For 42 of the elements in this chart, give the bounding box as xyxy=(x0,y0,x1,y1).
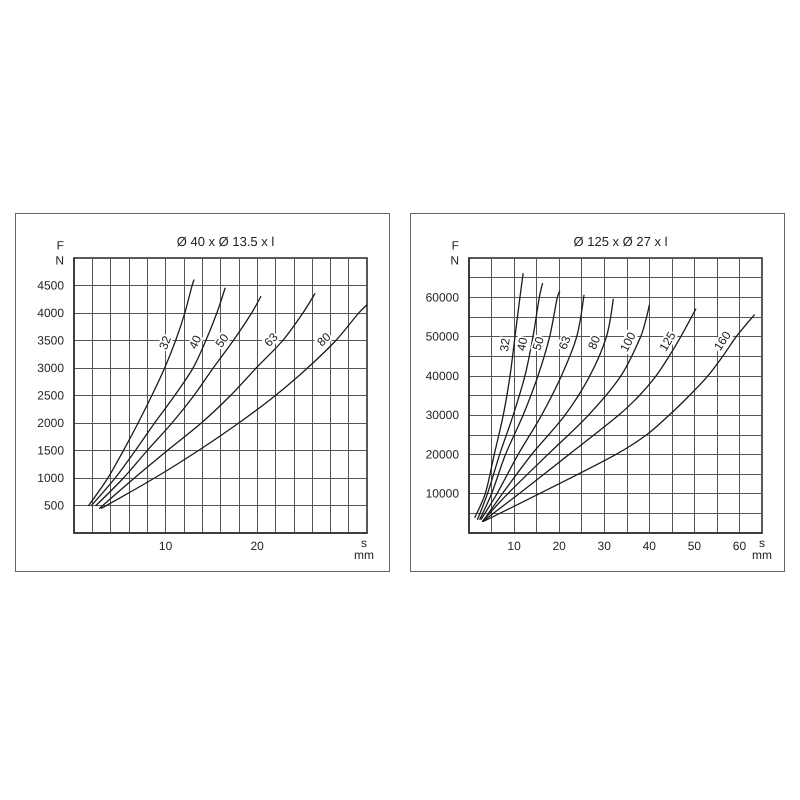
text: 32 xyxy=(497,337,513,352)
x-axis-title: s mm xyxy=(354,536,374,562)
x-axis-title: s mm xyxy=(752,536,772,562)
chart-title: Ø 125 x Ø 27 x l xyxy=(574,234,668,249)
x-tick-label: 10 xyxy=(158,539,173,553)
x-tick-label: 20 xyxy=(250,539,264,553)
y-tick-label: 500 xyxy=(44,498,64,512)
y-tick-label: 2000 xyxy=(37,416,64,430)
text: 63 xyxy=(261,330,281,350)
y-tick-label: 1500 xyxy=(37,444,64,458)
text: 40 xyxy=(186,332,204,352)
y-tick-label: 60000 xyxy=(426,290,460,304)
x-tick-label: 30 xyxy=(598,539,612,553)
text: 32 xyxy=(156,334,174,352)
x-tick-label: 20 xyxy=(552,539,566,553)
text: 50 xyxy=(530,334,547,352)
y-tick-label: 20000 xyxy=(426,447,460,462)
x-tick-label: 60 xyxy=(732,539,746,553)
y-tick-label: 4000 xyxy=(37,306,64,320)
x-tick-label: 10 xyxy=(507,539,522,553)
x-tick-label: 40 xyxy=(642,539,656,553)
y-tick-label: 30000 xyxy=(426,408,460,422)
text: 40 xyxy=(514,336,531,352)
y-tick-label: 4500 xyxy=(37,278,64,292)
y-tick-label: 50000 xyxy=(426,330,460,344)
x-tick-label: 50 xyxy=(688,539,702,553)
y-tick-label: 3500 xyxy=(37,334,64,348)
y-axis-title: F N xyxy=(450,238,459,268)
text: 50 xyxy=(212,330,232,350)
text: 80 xyxy=(314,330,334,350)
y-tick-label: 3000 xyxy=(37,361,64,375)
y-tick-label: 1000 xyxy=(37,471,64,485)
y-tick-label: 2500 xyxy=(37,388,64,402)
y-tick-label: 10000 xyxy=(426,486,460,501)
y-axis-title: F N xyxy=(55,238,64,268)
chart-title: Ø 40 x Ø 13.5 x l xyxy=(176,234,274,249)
y-tick-label: 40000 xyxy=(426,368,460,383)
text: 63 xyxy=(556,334,574,352)
text: 125 xyxy=(656,328,679,354)
text: 80 xyxy=(585,333,604,352)
text: 100 xyxy=(617,330,639,354)
text: 160 xyxy=(710,328,734,354)
